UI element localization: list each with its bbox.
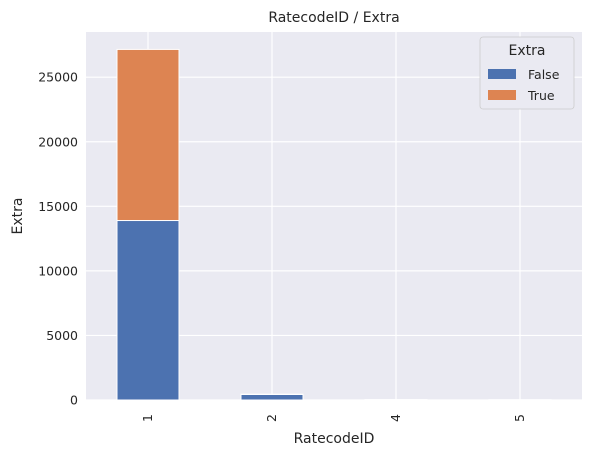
bar-false-1 — [116, 220, 180, 401]
bar-false-2 — [240, 393, 304, 401]
x-axis-ticks: 1 2 4 5 — [140, 414, 527, 422]
x-axis-label: RatecodeID — [294, 431, 375, 447]
legend-swatch-false — [488, 69, 516, 79]
x-tick-label: 2 — [264, 414, 279, 422]
chart-title: RatecodeID / Extra — [268, 10, 399, 26]
x-tick-label: 4 — [388, 414, 403, 422]
x-tick-label: 5 — [512, 414, 527, 422]
y-tick-label: 20000 — [38, 134, 78, 149]
y-tick-label: 15000 — [38, 199, 78, 214]
y-tick-label: 0 — [70, 393, 78, 408]
legend: Extra False True — [479, 36, 575, 110]
legend-swatch-true — [488, 90, 516, 100]
legend-label-true: True — [527, 88, 555, 103]
x-tick-label: 1 — [140, 414, 155, 422]
y-tick-label: 10000 — [38, 263, 78, 278]
legend-title: Extra — [509, 43, 546, 59]
y-axis-ticks: 0 5000 10000 15000 20000 25000 — [38, 70, 78, 408]
bar-true-1 — [116, 48, 180, 222]
bars — [116, 48, 552, 401]
legend-label-false: False — [528, 67, 560, 82]
y-axis-label: Extra — [10, 198, 26, 235]
y-tick-label: 25000 — [38, 70, 78, 85]
y-tick-label: 5000 — [46, 328, 78, 343]
